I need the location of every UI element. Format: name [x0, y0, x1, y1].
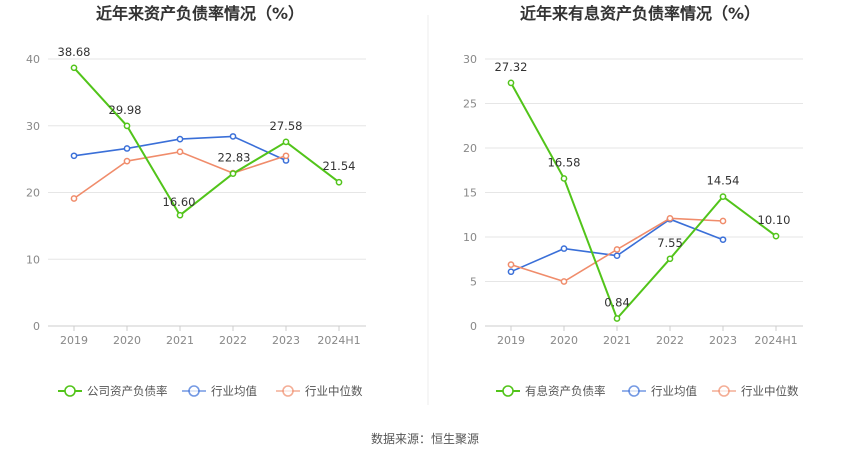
y-tick-label: 30 [26, 120, 40, 133]
legend-item[interactable]: 行业中位数 [712, 384, 799, 398]
x-tick-label: 2021 [603, 334, 631, 347]
chart-title: 近年来资产负债率情况（%） [96, 4, 304, 23]
y-tick-label: 20 [463, 142, 477, 155]
legend-marker-icon [718, 385, 730, 397]
data-point[interactable] [123, 145, 131, 152]
data-point[interactable] [719, 236, 727, 244]
legend-item[interactable]: 有息资产负债率 [496, 384, 606, 398]
data-point[interactable] [229, 170, 237, 177]
legend-item[interactable]: 公司资产负债率 [58, 384, 168, 398]
x-tick-label: 2022 [219, 334, 247, 347]
x-tick-label: 2024H1 [754, 334, 797, 347]
data-point[interactable] [666, 255, 674, 263]
series-line-0 [510, 82, 777, 321]
legend-label: 行业均值 [651, 384, 697, 398]
legend-marker-icon [628, 385, 640, 397]
y-tick-label: 5 [470, 276, 477, 289]
data-point[interactable] [335, 178, 343, 186]
data-label: 16.58 [548, 155, 581, 169]
chart-title: 近年来有息资产负债率情况（%） [520, 4, 760, 23]
data-label: 21.54 [323, 159, 356, 173]
x-tick-label: 2023 [709, 334, 737, 347]
data-point[interactable] [719, 193, 727, 200]
data-point[interactable] [560, 278, 568, 285]
data-point[interactable] [176, 211, 184, 219]
x-tick-label: 2019 [60, 334, 88, 347]
y-tick-label: 30 [463, 53, 477, 66]
y-tick-label: 15 [463, 187, 477, 200]
data-point[interactable] [772, 232, 780, 240]
y-tick-label: 10 [26, 253, 40, 266]
data-label: 27.58 [270, 119, 303, 133]
x-tick-label: 2021 [166, 334, 194, 347]
data-point[interactable] [123, 122, 131, 130]
data-label: 38.68 [58, 45, 91, 59]
interest-bearing-debt-ratio-chart: 近年来有息资产负债率情况（%） 0 5 10 15 20 25 30 2019 2020 2021 2… [463, 4, 803, 398]
series-line-1 [510, 218, 724, 273]
x-tick-label: 2024H1 [317, 334, 360, 347]
x-tick-label: 2019 [497, 334, 525, 347]
legend-item[interactable]: 行业中位数 [276, 384, 363, 398]
y-tick-label: 20 [26, 187, 40, 200]
x-tick-label: 2020 [113, 334, 141, 347]
data-point[interactable] [613, 315, 621, 322]
y-tick-label: 0 [470, 320, 477, 333]
y-tick-label: 25 [463, 98, 477, 111]
data-point[interactable] [507, 261, 515, 268]
legend-marker-icon [188, 385, 200, 397]
series-line-0 [73, 67, 340, 217]
legend-label: 行业中位数 [305, 384, 363, 398]
legend-marker-icon [502, 385, 514, 397]
y-tick-label: 10 [463, 231, 477, 244]
data-label: 10.10 [758, 213, 791, 227]
x-tick-label: 2022 [656, 334, 684, 347]
data-point[interactable] [176, 148, 184, 156]
data-point[interactable] [719, 217, 727, 225]
data-point[interactable] [613, 246, 621, 253]
data-point[interactable] [282, 138, 290, 146]
legend-item[interactable]: 行业均值 [182, 384, 257, 398]
data-label: 22.83 [218, 151, 251, 165]
y-tick-label: 0 [33, 320, 40, 333]
data-source-note: 数据来源：恒生聚源 [371, 431, 479, 446]
data-point[interactable] [123, 157, 131, 165]
data-point[interactable] [560, 175, 568, 182]
data-point[interactable] [176, 135, 184, 143]
data-label: 29.98 [109, 103, 142, 117]
data-label: 16.60 [163, 195, 196, 209]
data-point[interactable] [507, 268, 515, 276]
legend-marker-icon [282, 385, 294, 397]
x-tick-label: 2020 [550, 334, 578, 347]
data-point[interactable] [560, 245, 568, 252]
data-point[interactable] [666, 214, 674, 222]
data-point[interactable] [613, 252, 621, 260]
data-point[interactable] [507, 79, 515, 87]
y-tick-label: 40 [26, 53, 40, 66]
legend-label: 有息资产负债率 [525, 384, 606, 398]
data-label: 14.54 [707, 174, 740, 188]
legend-marker-icon [64, 385, 76, 397]
data-point[interactable] [70, 195, 78, 202]
debt-ratio-chart: 近年来资产负债率情况（%） 0 10 20 30 40 2019 2020 2021 2022 20… [26, 4, 366, 398]
legend-item[interactable]: 行业均值 [622, 384, 697, 398]
data-point[interactable] [70, 64, 78, 72]
data-point[interactable] [282, 152, 290, 160]
legend-label: 行业均值 [211, 384, 257, 398]
data-label: 0.84 [604, 296, 630, 310]
legend-label: 行业中位数 [741, 384, 799, 398]
legend-label: 公司资产负债率 [87, 384, 168, 398]
data-label: 7.55 [657, 236, 683, 250]
data-point[interactable] [229, 133, 237, 140]
x-tick-label: 2023 [272, 334, 300, 347]
data-label: 27.32 [495, 60, 528, 74]
series-line-2 [73, 150, 287, 200]
data-point[interactable] [70, 152, 78, 160]
